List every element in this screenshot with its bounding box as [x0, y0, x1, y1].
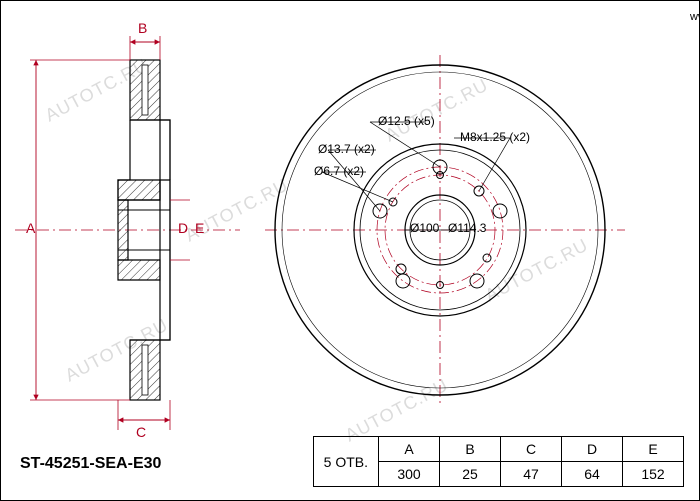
ann-d1143: Ø114.3 — [448, 221, 486, 235]
row-label: 5 ОТВ. — [313, 437, 378, 487]
col-head: A — [379, 437, 440, 462]
ann-stud: Ø12.5 (x5) — [378, 114, 435, 128]
table-row: 5 ОТВ. A B C D E — [313, 437, 683, 462]
stud-holes — [373, 160, 507, 288]
ann-d100: Ø100 — [410, 221, 439, 235]
front-view — [265, 55, 625, 405]
cell: 64 — [562, 462, 623, 487]
cell: 25 — [440, 462, 501, 487]
dimension-table: 5 ОТВ. A B C D E 300 25 47 64 152 — [313, 436, 684, 487]
col-head: D — [562, 437, 623, 462]
logo-url: www.AutoTC.ru — [690, 11, 700, 23]
ann-d137: Ø13.7 (x2) — [318, 142, 375, 156]
dim-label-b: B — [138, 20, 147, 36]
ann-d67: Ø6.7 (x2) — [314, 164, 364, 178]
col-head: C — [501, 437, 562, 462]
technical-drawing-svg — [0, 0, 700, 501]
cell: 152 — [623, 462, 684, 487]
dim-label-c: C — [136, 424, 146, 440]
col-head: E — [623, 437, 684, 462]
dim-label-a: A — [26, 220, 35, 236]
section-view — [15, 36, 240, 430]
cell: 300 — [379, 462, 440, 487]
cell: 47 — [501, 462, 562, 487]
ann-thread: M8x1.25 (x2) — [460, 130, 530, 144]
drawing-canvas: { "watermark_url": "www.AutoTC.ru", "wat… — [0, 0, 700, 501]
dim-label-e: E — [195, 220, 204, 236]
dim-label-d: D — [178, 220, 188, 236]
col-head: B — [440, 437, 501, 462]
part-number: ST-45251-SEA-E30 — [20, 455, 161, 473]
